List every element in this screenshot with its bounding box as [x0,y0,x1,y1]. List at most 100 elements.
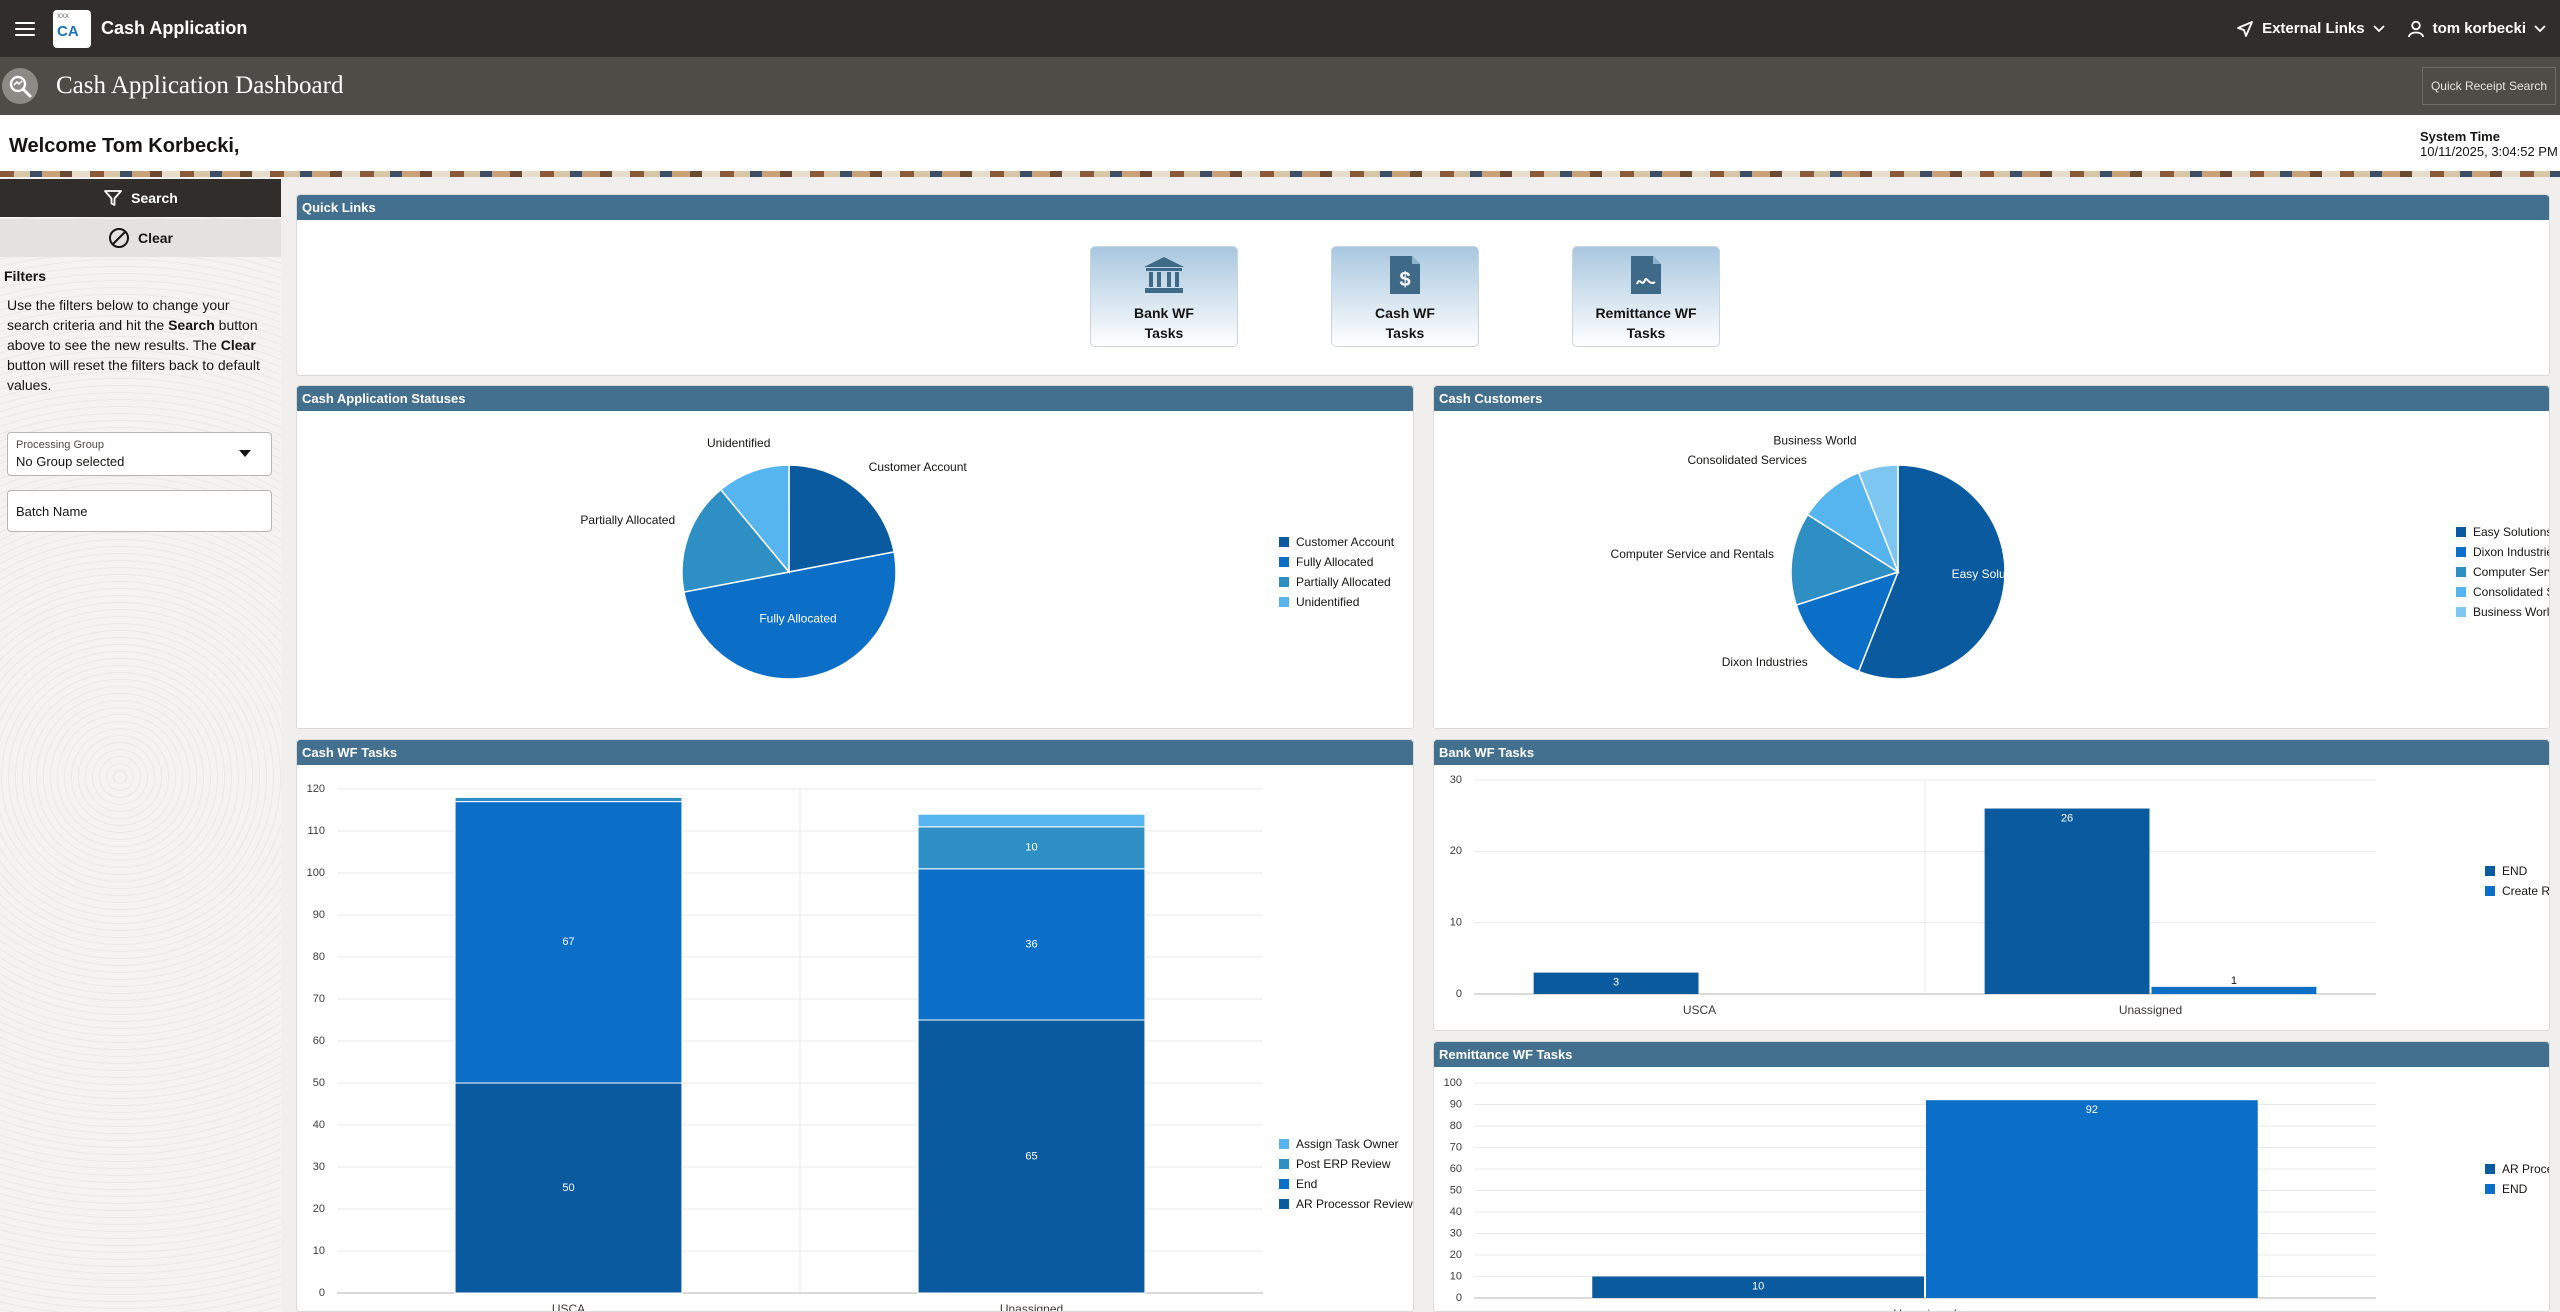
y-tick-label: 70 [313,993,325,1005]
y-tick-label: 30 [1450,774,1462,786]
y-tick-label: 100 [1444,1077,1462,1089]
page-header: Cash Application Dashboard Quick Receipt… [0,57,2560,115]
legend-item-create-receipt-tasks[interactable]: Create Receipt Tasks [2485,884,2549,898]
legend-item-ar-processor-review[interactable]: AR Processor Review [2485,1162,2549,1176]
legend-item-end[interactable]: End [1279,1177,1317,1191]
decorative-banner [0,171,2560,177]
y-tick-label: 30 [1450,1227,1462,1239]
bar-end-unassigned[interactable] [1984,808,2150,994]
y-tick-label: 90 [1450,1098,1462,1110]
legend-item-easy-solutions[interactable]: Easy Solutions [2456,525,2550,539]
y-tick-label: 100 [307,867,325,879]
tile-label: Bank WF Tasks [1134,305,1194,341]
dropdown-arrow-icon [239,450,251,457]
cash-app-statuses-panel: Cash Application Statuses Customer Accou… [296,385,1414,729]
quick-receipt-search-button[interactable]: Quick Receipt Search [2421,67,2556,105]
legend-swatch [2456,587,2466,597]
bar-create-receipt-tasks-unassigned[interactable] [2151,986,2317,994]
pie-slice-partially-allocated[interactable] [681,488,791,593]
legend-item-dixon-industries[interactable]: Dixon Industries [2456,545,2549,559]
processing-group-select[interactable]: Processing Group No Group selected [7,432,272,476]
app-header: XXX CA Cash Application External Links t… [0,0,2560,57]
legend-item-consolidated-services[interactable]: Consolidated Services [2456,585,2549,599]
legend-label: AR Processor Review [1296,1197,1413,1211]
batch-name-input[interactable] [7,490,272,532]
bar-post-erp-review-usca[interactable] [454,796,683,803]
svg-text:$: $ [1399,269,1410,291]
legend-item-business-world[interactable]: Business World [2456,605,2549,619]
dashboard-search-icon [2,68,38,104]
legend-label: End [1296,1177,1318,1191]
cash-wf-tasks-panel: Cash WF Tasks 0 10 20 30 40 50 60 70 80 90 100 110 1… [296,739,1414,1312]
bar-end-usca[interactable] [454,801,683,1084]
pie-label-partially-allocated: Partially Allocated [580,513,675,527]
bar-ar-processor-review-unassigned[interactable] [1592,1276,1924,1299]
help-line: search criteria and hit the Search butto… [7,317,258,333]
dollar-document-icon: $ [1382,253,1428,297]
bar-ar-processor-review-usca[interactable] [454,1082,683,1294]
bar-end-usca[interactable] [1533,972,1699,994]
legend-swatch [1279,577,1289,587]
bank-wf-tasks-panel: Bank WF Tasks 0 10 20 30 USCA 3 Unassigned 26 1 … [1433,739,2550,1031]
legend-item-end[interactable]: END [2485,864,2527,878]
legend-item-end[interactable]: END [2485,1182,2527,1196]
legend-swatch [2456,527,2466,537]
y-tick-label: 30 [313,1161,325,1173]
pie-slice-business-world[interactable] [1857,464,1899,573]
legend-swatch [1279,537,1289,547]
external-links-menu[interactable]: External Links [2236,20,2385,38]
hamburger-menu-icon[interactable] [15,21,35,36]
data-label: 50 [562,1182,574,1194]
legend-item-computer-service-and-rentals[interactable]: Computer Service and Rentals [2456,565,2549,579]
cash-wf-tasks-tile[interactable]: $ Cash WF Tasks [1331,246,1479,347]
data-label: 10 [1025,842,1037,854]
legend-item-customer-account[interactable]: Customer Account [1279,535,1394,549]
cash-customers-chart: Easy Solutions Dixon Industries Computer S… [1611,433,2031,680]
search-button[interactable]: Search [0,179,281,217]
bar-end-unassigned[interactable] [917,868,1146,1021]
y-tick-label: 80 [1450,1120,1462,1132]
filter-icon [104,190,123,206]
user-menu[interactable]: tom korbecki [2407,20,2546,38]
data-label: 92 [2086,1104,2098,1116]
quick-links-panel: Quick Links Bank WF Tasks $ Cash WF Task… [296,194,2550,376]
data-label: 67 [562,936,574,948]
pie-slice-fully-allocated[interactable] [683,551,897,680]
legend-label: Easy Solutions [2473,525,2550,539]
pie-slice-easy-solutions[interactable] [1857,464,2006,680]
data-label: 3 [1613,977,1619,989]
pie-label-easy-solutions: Easy Solutions [1952,567,2031,581]
legend-item-unidentified[interactable]: Unidentified [1279,595,1359,609]
legend-item-ar-processor-review[interactable]: AR Processor Review [1279,1197,1413,1211]
legend-item-assign-task-owner[interactable]: Assign Task Owner [1279,1137,1399,1151]
y-tick-label: 20 [1450,1249,1462,1261]
clear-button[interactable]: Clear [0,219,281,257]
y-tick-label: 50 [313,1077,325,1089]
legend-swatch [1279,1139,1289,1149]
clear-icon [108,228,129,248]
legend-label: END [2502,864,2528,878]
cash-wf-tasks-chart: 0 10 20 30 40 50 60 70 80 90 100 110 120 USCA 50 67 Unas… [307,783,1263,1311]
legend-item-post-erp-review[interactable]: Post ERP Review [1279,1157,1390,1171]
y-tick-label: 70 [1450,1141,1462,1153]
legend-item-fully-allocated[interactable]: Fully Allocated [1279,555,1373,569]
bar-ar-processor-review-unassigned[interactable] [917,1019,1146,1294]
data-label: 36 [1025,938,1037,950]
pie-slice-customer-account[interactable] [788,464,895,573]
remittance-wf-tasks-tile[interactable]: Remittance WF Tasks [1572,246,1720,347]
pie-label-dixon-industries: Dixon Industries [1722,655,1808,669]
data-label: 1 [2231,975,2237,987]
bar-end-unassigned[interactable] [1926,1100,2258,1298]
pie-slice-unidentified[interactable] [719,464,790,575]
y-tick-label: 20 [1450,845,1462,857]
bar-assign-task-owner-unassigned[interactable] [917,813,1146,828]
y-tick-label: 40 [1450,1206,1462,1218]
pie-label-computer-service-and-rentals: Computer Service and Rentals [1611,547,1774,561]
pie-slice-computer-service-and-rentals[interactable] [1790,513,1900,607]
bank-wf-tasks-tile[interactable]: Bank WF Tasks [1090,246,1238,347]
help-line: values. [7,377,52,393]
app-logo: XXX CA [53,9,91,48]
remittance-wf-tasks-chart: 0 10 20 30 40 50 60 70 80 90 100 Unassigned 10 92 [1444,1077,2376,1311]
legend-item-partially-allocated[interactable]: Partially Allocated [1279,575,1391,589]
remittance-wf-tasks-panel: Remittance WF Tasks 0 10 20 30 40 50 60 70 80 90 1… [1433,1041,2550,1312]
